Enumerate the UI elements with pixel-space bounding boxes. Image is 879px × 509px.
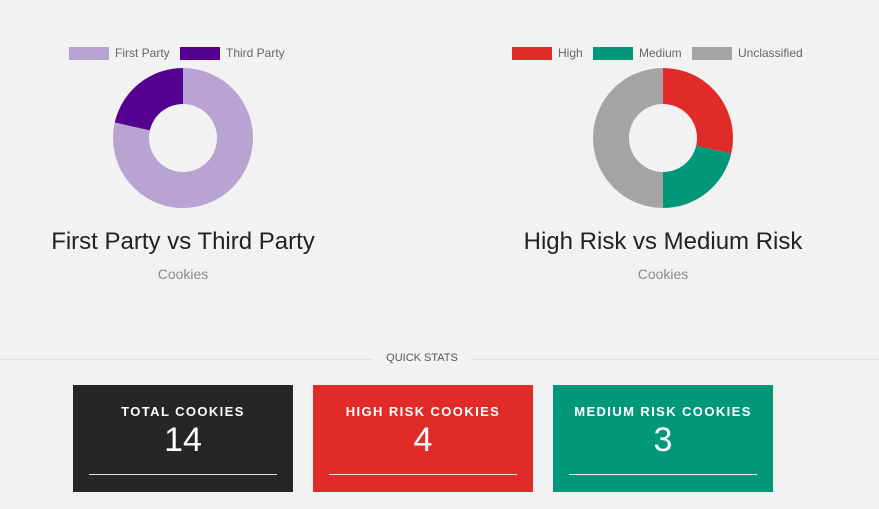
donut-slice-high[interactable] xyxy=(663,68,733,154)
donut-chart-party xyxy=(113,68,253,208)
stat-card-high-risk-cookies: HIGH RISK COOKIES 4 xyxy=(313,385,533,492)
legend-swatch xyxy=(69,46,109,60)
legend-swatch xyxy=(692,46,732,60)
stat-card-medium-risk-cookies: MEDIUM RISK COOKIES 3 xyxy=(553,385,773,492)
chart-title: High Risk vs Medium Risk xyxy=(523,228,803,255)
donut-chart-risk xyxy=(593,68,733,208)
legend-item-first-party[interactable]: First Party xyxy=(69,45,170,61)
legend-swatch xyxy=(180,46,220,60)
chart-subtitle: Cookies xyxy=(157,266,209,282)
first-vs-third-party-chart-panel: First Party Third Party First Party vs T… xyxy=(3,40,363,290)
legend-label: Unclassified xyxy=(738,46,803,60)
stat-card-total-cookies: TOTAL COOKIES 14 xyxy=(73,385,293,492)
legend-swatch xyxy=(512,46,552,60)
donut-slice-third-party[interactable] xyxy=(114,68,183,131)
legend-swatch xyxy=(593,46,633,60)
legend-item-third-party[interactable]: Third Party xyxy=(180,45,285,61)
chart-legend: First Party Third Party xyxy=(3,45,363,61)
high-vs-medium-risk-chart-panel: High Medium Unclassified High Risk vs Me… xyxy=(483,40,843,290)
legend-item-medium[interactable]: Medium xyxy=(593,45,682,61)
legend-label: High xyxy=(558,46,583,60)
quick-stats-heading: QUICK STATS xyxy=(372,352,472,364)
chart-legend: High Medium Unclassified xyxy=(483,45,843,61)
legend-label: First Party xyxy=(115,46,170,60)
stat-divider xyxy=(89,474,277,475)
donut-slice-first-party[interactable] xyxy=(113,68,253,208)
stat-label: HIGH RISK COOKIES xyxy=(345,404,501,419)
stat-value: 14 xyxy=(164,421,202,459)
legend-label: Medium xyxy=(639,46,682,60)
donut-chart-svg xyxy=(113,68,253,208)
stat-divider xyxy=(329,474,517,475)
stat-value: 4 xyxy=(413,421,433,459)
legend-item-high[interactable]: High xyxy=(512,45,583,61)
donut-slice-medium[interactable] xyxy=(663,145,732,208)
donut-chart-svg xyxy=(593,68,733,208)
stat-label: TOTAL COOKIES xyxy=(121,404,245,419)
stat-value: 3 xyxy=(653,421,673,459)
chart-title: First Party vs Third Party xyxy=(51,228,315,255)
stat-divider xyxy=(569,474,757,475)
donut-slice-unclassified[interactable] xyxy=(593,68,663,208)
chart-subtitle: Cookies xyxy=(637,266,689,282)
legend-label: Third Party xyxy=(226,46,285,60)
stat-label: MEDIUM RISK COOKIES xyxy=(574,404,752,419)
legend-item-unclassified[interactable]: Unclassified xyxy=(692,45,803,61)
